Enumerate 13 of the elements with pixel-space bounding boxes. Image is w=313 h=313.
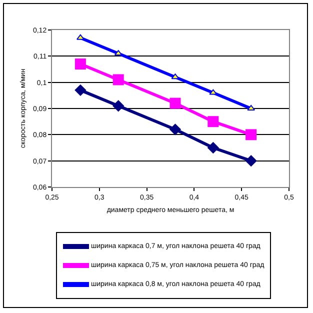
point — [169, 124, 182, 136]
point — [207, 142, 220, 154]
point — [171, 74, 180, 80]
point — [170, 98, 181, 109]
point — [114, 50, 122, 56]
point — [74, 58, 86, 70]
point — [76, 34, 84, 40]
point — [112, 100, 124, 112]
point — [245, 154, 257, 167]
point — [112, 74, 124, 86]
point — [246, 129, 257, 140]
point — [208, 116, 219, 128]
point — [74, 84, 86, 96]
